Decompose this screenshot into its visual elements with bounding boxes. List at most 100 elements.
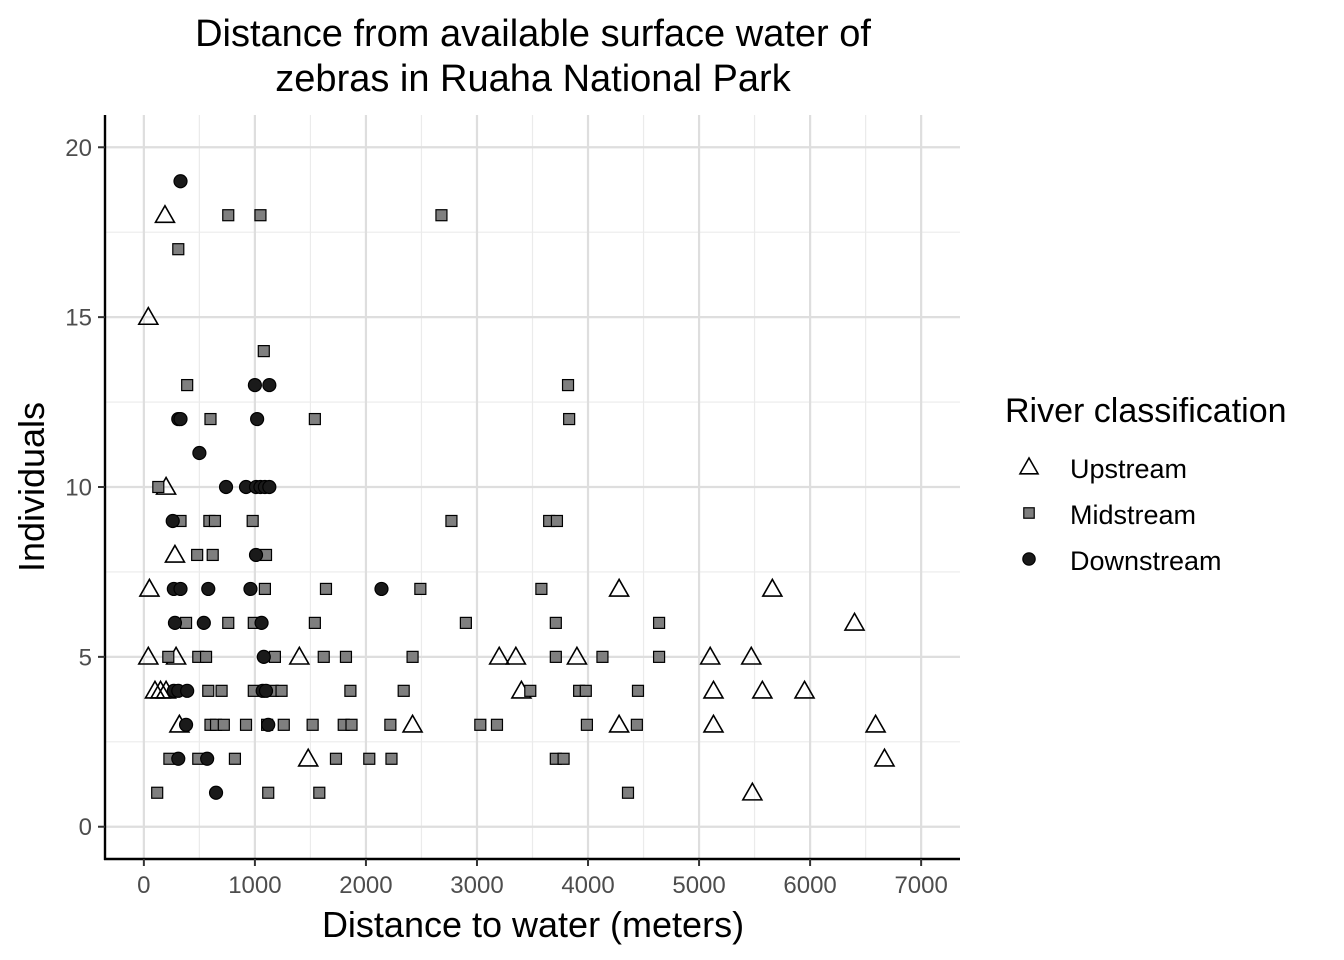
upstream-point <box>608 577 630 597</box>
midstream-point <box>631 684 645 697</box>
midstream-point <box>191 548 204 562</box>
midstream-point <box>246 514 259 528</box>
downstream-point <box>165 513 180 529</box>
x-axis-title: Distance to water (meters) <box>322 904 744 945</box>
midstream-point <box>199 650 213 663</box>
series-midstream <box>151 209 666 799</box>
upstream-point <box>164 543 186 563</box>
midstream-point <box>317 650 330 663</box>
x-tick-label: 7000 <box>894 872 947 899</box>
downstream-point <box>262 377 277 393</box>
midstream-point <box>557 752 570 765</box>
downstream-point <box>218 479 234 495</box>
downstream-point <box>171 751 186 766</box>
midstream-point <box>630 718 643 731</box>
midstream-point <box>275 684 288 697</box>
x-tick-label: 4000 <box>561 872 614 899</box>
axes: 0 1000 2000 3000 4000 5000 6000 7000 0 5 10 15 20 <box>65 115 960 899</box>
series-downstream <box>165 174 389 800</box>
midstream-point <box>549 650 562 663</box>
downstream-point <box>247 377 263 393</box>
midstream-point <box>277 718 290 731</box>
midstream-point <box>172 243 185 256</box>
midstream-point <box>344 684 357 697</box>
downstream-point <box>262 479 277 495</box>
x-tick-label: 6000 <box>783 872 836 899</box>
upstream-point <box>154 204 176 224</box>
upstream-point <box>288 645 311 665</box>
midstream-point <box>621 786 635 799</box>
downstream-point <box>178 717 194 732</box>
downstream-point <box>258 683 274 698</box>
midstream-point <box>162 650 175 663</box>
midstream-point <box>580 718 594 731</box>
downstream-point <box>196 615 211 630</box>
downstream-point <box>192 445 207 461</box>
x-tick-label: 1000 <box>228 872 281 899</box>
upstream-point <box>741 781 764 801</box>
upstream-point <box>566 645 588 665</box>
downstream-point <box>261 717 276 732</box>
upstream-point <box>138 577 161 597</box>
upstream-point <box>702 713 725 733</box>
midstream-point <box>414 582 427 596</box>
downstream-point <box>256 649 271 664</box>
midstream-point <box>563 412 576 426</box>
y-tick-label: 10 <box>65 475 92 502</box>
midstream-point <box>222 209 235 222</box>
midstream-point <box>308 412 321 426</box>
midstream-point <box>535 582 548 596</box>
y-tick-label: 15 <box>65 305 92 332</box>
midstream-point <box>652 616 666 629</box>
midstream-point <box>306 718 319 731</box>
downstream-point <box>243 581 258 597</box>
downstream-point <box>173 174 188 189</box>
x-tick-label: 3000 <box>450 872 503 899</box>
upstream-point <box>702 679 725 699</box>
midstream-point <box>228 752 242 765</box>
midstream-point <box>490 718 504 731</box>
midstream-point <box>258 582 271 596</box>
x-tick-label: 5000 <box>672 872 725 899</box>
midstream-point <box>549 616 562 629</box>
x-tick-label: 0 <box>137 872 150 899</box>
midstream-point <box>152 480 165 494</box>
midstream-point <box>474 718 487 731</box>
midstream-point <box>579 684 592 697</box>
downstream-point <box>167 615 183 630</box>
midstream-point <box>206 548 219 562</box>
midstream-point <box>181 378 194 392</box>
x-tick-label: 2000 <box>339 872 392 899</box>
midstream-point <box>385 752 398 765</box>
upstream-point <box>793 679 816 699</box>
midstream-point <box>652 650 666 663</box>
midstream-point <box>319 582 333 596</box>
midstream-point <box>239 718 253 731</box>
chart-title-line-1: Distance from available surface water of <box>195 13 871 55</box>
midstream-point <box>345 718 358 731</box>
midstream-point <box>254 209 267 222</box>
upstream-point <box>401 713 424 733</box>
upstream-point <box>864 713 887 733</box>
legend: River classification Upstream Midstream Do… <box>1005 392 1287 576</box>
upstream-point <box>843 611 866 631</box>
upstream-point <box>137 306 160 326</box>
midstream-point <box>339 650 353 663</box>
midstream-point <box>524 684 537 697</box>
midstream-point <box>222 616 235 629</box>
legend-key-midstream <box>1023 507 1035 519</box>
legend-label-upstream: Upstream <box>1070 454 1187 484</box>
grid <box>105 115 960 859</box>
upstream-point <box>137 645 160 665</box>
midstream-point <box>596 650 609 663</box>
midstream-point <box>329 752 343 765</box>
legend-title: River classification <box>1005 392 1287 430</box>
midstream-point <box>179 616 193 629</box>
midstream-point <box>215 684 228 697</box>
downstream-point <box>250 411 265 427</box>
downstream-point <box>173 411 188 427</box>
midstream-point <box>151 786 164 799</box>
midstream-point <box>459 616 472 629</box>
